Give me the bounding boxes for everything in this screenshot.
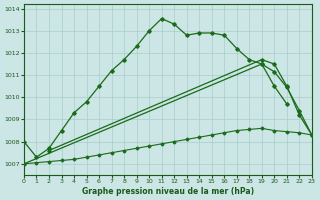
X-axis label: Graphe pression niveau de la mer (hPa): Graphe pression niveau de la mer (hPa) — [82, 187, 254, 196]
